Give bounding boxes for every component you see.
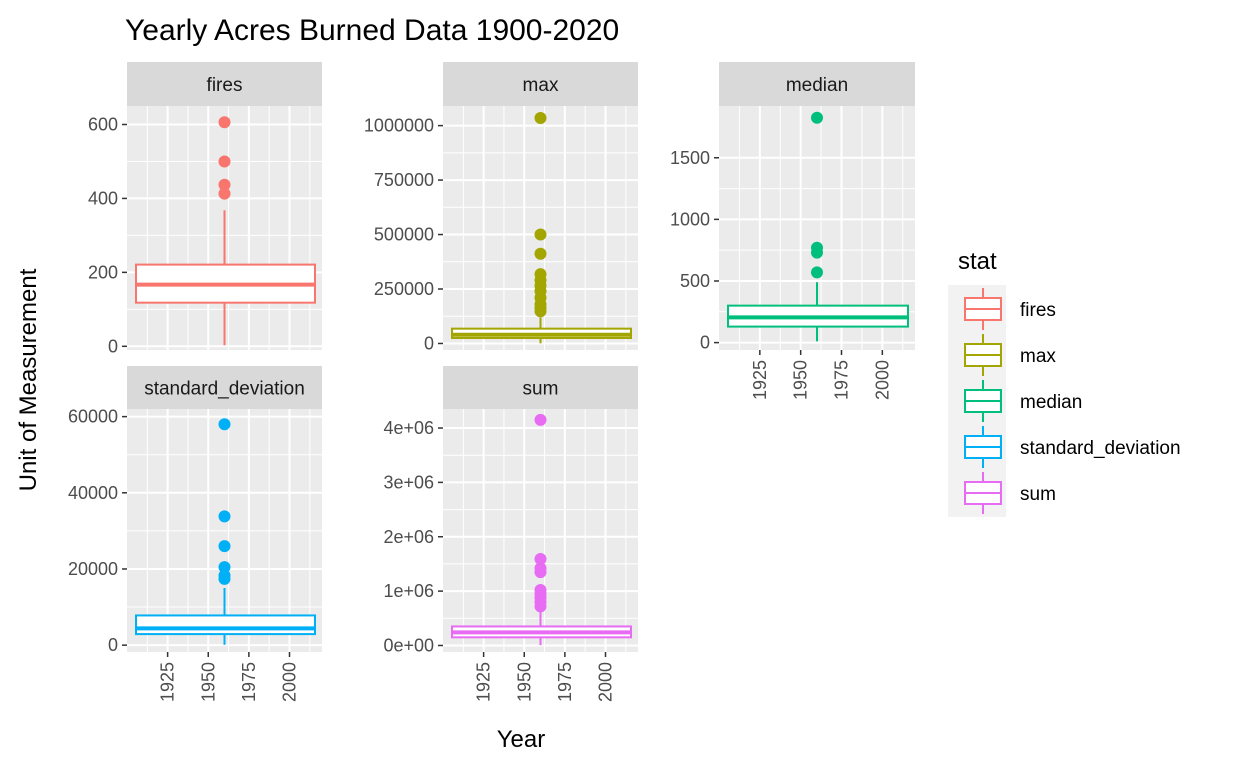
legend-label: fires — [1020, 300, 1056, 321]
x-tick-label: 1975 — [239, 662, 259, 702]
legend-label: sum — [1020, 484, 1056, 505]
outlier-point — [218, 510, 231, 523]
facet-strip-label: standard_deviation — [144, 379, 305, 400]
outlier-point — [534, 584, 547, 597]
panel-sum: sum 0e+00 1e+06 2e+06 3e+06 4e+06 1925 1950 1975… — [383, 366, 638, 702]
y-tick-label: 1500 — [670, 148, 710, 168]
y-tick-label: 4e+06 — [383, 418, 434, 438]
legend-label: standard_deviation — [1020, 438, 1181, 459]
x-tick-label: 1975 — [555, 662, 575, 702]
outlier-point — [218, 178, 231, 191]
y-tick-label: 1000000 — [364, 116, 434, 136]
y-tick-label: 2e+06 — [383, 527, 434, 547]
outlier-point — [534, 111, 547, 124]
y-tick-label: 0e+00 — [383, 635, 434, 655]
outlier-point — [534, 268, 547, 281]
panel-fires: fires 0 200 400 600 — [88, 62, 322, 356]
y-tick-label: 500 — [680, 271, 710, 291]
y-tick-label: 40000 — [68, 483, 118, 503]
x-tick-label: 1950 — [791, 360, 811, 400]
x-tick-label: 2000 — [596, 662, 616, 702]
y-tick-label: 600 — [88, 114, 118, 134]
facet-strip-label: sum — [523, 379, 559, 400]
y-tick-label: 0 — [424, 333, 434, 353]
y-tick-label: 1e+06 — [383, 581, 434, 601]
legend-item-fires: fires — [964, 288, 1056, 330]
x-tick-label: 1950 — [514, 662, 534, 702]
outlier-point — [534, 553, 547, 566]
facet-strip-label: fires — [207, 75, 243, 96]
legend-item-standard-deviation: standard_deviation — [964, 426, 1181, 468]
outlier-point — [218, 116, 231, 129]
outlier-point — [534, 228, 547, 241]
outlier-point — [218, 418, 231, 431]
y-tick-label: 200 — [88, 262, 118, 282]
outlier-point — [218, 155, 231, 168]
y-tick-label: 20000 — [68, 559, 118, 579]
y-tick-label: 3e+06 — [383, 472, 434, 492]
panel-standard-deviation: standard_deviation 0 20000 40000 60000 1925 19… — [68, 366, 322, 702]
outlier-point — [534, 247, 547, 260]
outlier-point — [811, 266, 823, 279]
facet-strip — [443, 62, 638, 106]
legend-label: median — [1020, 392, 1082, 413]
legend-item-sum: sum — [964, 472, 1056, 514]
y-tick-label: 500000 — [374, 225, 434, 245]
y-axis-title: Unit of Measurement — [15, 268, 42, 491]
outlier-point — [534, 413, 547, 426]
x-tick-label: 1925 — [474, 662, 494, 702]
facet-strip — [127, 62, 322, 106]
x-axis-title: Year — [497, 726, 546, 753]
y-tick-label: 400 — [88, 188, 118, 208]
outlier-point — [218, 561, 231, 574]
facet-panels: fires 0 200 400 600 max 0 250000 500000 750000 100… — [68, 62, 915, 702]
outlier-point — [218, 540, 231, 553]
y-tick-label: 0 — [108, 635, 118, 655]
facet-strip — [127, 366, 322, 409]
x-tick-label: 1975 — [832, 360, 852, 400]
outlier-point — [218, 187, 231, 200]
chart-title: Yearly Acres Burned Data 1900-2020 — [125, 14, 619, 47]
facet-strip — [719, 62, 915, 106]
x-tick-label: 1925 — [158, 662, 178, 702]
y-tick-label: 250000 — [374, 279, 434, 299]
y-tick-label: 0 — [108, 336, 118, 356]
outlier-point — [218, 569, 231, 582]
legend-title: stat — [958, 248, 997, 275]
legend-label: max — [1020, 346, 1056, 367]
panel-max: max 0 250000 500000 750000 1000000 — [364, 62, 638, 353]
x-tick-label: 2000 — [872, 360, 892, 400]
x-tick-label: 1925 — [750, 360, 770, 400]
facet-strip — [443, 366, 638, 409]
legend-item-max: max — [964, 334, 1056, 376]
box — [135, 614, 316, 636]
x-tick-label: 2000 — [280, 662, 300, 702]
y-tick-label: 0 — [700, 333, 710, 353]
facet-strip-label: median — [786, 75, 848, 96]
outlier-point — [811, 241, 823, 254]
legend-item-median: median — [964, 380, 1082, 422]
y-tick-label: 60000 — [68, 407, 118, 427]
x-tick-label: 1950 — [198, 662, 218, 702]
y-tick-label: 750000 — [374, 170, 434, 190]
outlier-point — [811, 111, 823, 124]
facet-strip-label: max — [523, 75, 559, 96]
panel-median: median 0 500 1000 1500 1925 1950 1975 2000 — [670, 62, 915, 400]
y-tick-label: 1000 — [670, 209, 710, 229]
outlier-point — [534, 562, 547, 575]
